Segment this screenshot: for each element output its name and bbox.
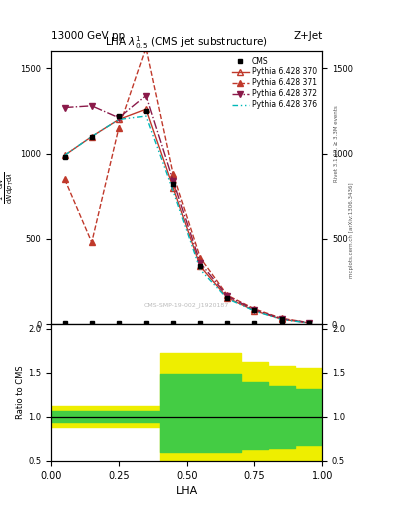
Pythia 6.428 370 (306, 320, 311, 326)
X-axis label: LHA: LHA (176, 486, 198, 496)
Line: Pythia 6.428 372: Pythia 6.428 372 (62, 93, 312, 326)
Pythia 6.428 371 (62, 176, 67, 182)
Pythia 6.428 372 (62, 104, 67, 111)
Pythia 6.428 370 (198, 263, 203, 269)
Pythia 6.428 372 (171, 178, 175, 184)
Pythia 6.428 376 (144, 113, 149, 119)
Pythia 6.428 372 (279, 316, 284, 322)
Y-axis label: Ratio to CMS: Ratio to CMS (17, 366, 26, 419)
Pythia 6.428 371 (90, 239, 94, 245)
Pythia 6.428 371 (171, 171, 175, 177)
CMS (144, 108, 149, 114)
Pythia 6.428 376 (279, 316, 284, 323)
Pythia 6.428 376 (306, 320, 311, 326)
Text: mcplots.cern.ch [arXiv:1306.3436]: mcplots.cern.ch [arXiv:1306.3436] (349, 183, 354, 278)
Text: 13000 GeV pp: 13000 GeV pp (51, 31, 125, 41)
Pythia 6.428 371 (306, 319, 311, 326)
Pythia 6.428 370 (90, 134, 94, 140)
Pythia 6.428 370 (144, 106, 149, 112)
Text: CMS-SMP-19-002_J1920187: CMS-SMP-19-002_J1920187 (144, 302, 229, 308)
Pythia 6.428 376 (171, 188, 175, 194)
Pythia 6.428 370 (225, 295, 230, 301)
Line: CMS: CMS (62, 109, 311, 325)
Pythia 6.428 371 (225, 292, 230, 298)
Pythia 6.428 372 (306, 319, 311, 326)
CMS (225, 295, 230, 301)
CMS (62, 154, 67, 160)
CMS (171, 181, 175, 187)
Pythia 6.428 370 (252, 308, 257, 314)
Pythia 6.428 376 (62, 152, 67, 158)
Legend: CMS, Pythia 6.428 370, Pythia 6.428 371, Pythia 6.428 372, Pythia 6.428 376: CMS, Pythia 6.428 370, Pythia 6.428 371,… (230, 55, 318, 111)
Pythia 6.428 376 (252, 308, 257, 314)
Pythia 6.428 370 (62, 152, 67, 158)
CMS (90, 134, 94, 140)
Pythia 6.428 371 (116, 125, 121, 131)
Title: LHA $\lambda^{1}_{0.5}$ (CMS jet substructure): LHA $\lambda^{1}_{0.5}$ (CMS jet substru… (105, 34, 268, 51)
Pythia 6.428 372 (198, 260, 203, 266)
Pythia 6.428 376 (225, 295, 230, 302)
CMS (279, 316, 284, 323)
Pythia 6.428 371 (198, 254, 203, 261)
Pythia 6.428 371 (144, 45, 149, 51)
CMS (252, 307, 257, 313)
Pythia 6.428 372 (144, 93, 149, 99)
Pythia 6.428 376 (116, 116, 121, 122)
Pythia 6.428 370 (116, 116, 121, 122)
Pythia 6.428 371 (279, 315, 284, 322)
CMS (306, 320, 311, 326)
Line: Pythia 6.428 370: Pythia 6.428 370 (62, 106, 312, 326)
CMS (198, 263, 203, 269)
Pythia 6.428 371 (252, 306, 257, 312)
Text: Z+Jet: Z+Jet (293, 31, 322, 41)
Pythia 6.428 372 (116, 115, 121, 121)
Pythia 6.428 372 (225, 293, 230, 299)
Pythia 6.428 372 (90, 103, 94, 109)
Y-axis label: $\frac{1}{\mathrm{d}N}\frac{\mathrm{d}N}{\mathrm{d}p_T\mathrm{d}\lambda}$: $\frac{1}{\mathrm{d}N}\frac{\mathrm{d}N}… (0, 172, 16, 204)
Text: Rivet 3.1.10, ≥ 3.3M events: Rivet 3.1.10, ≥ 3.3M events (334, 105, 338, 182)
Line: Pythia 6.428 371: Pythia 6.428 371 (62, 45, 312, 326)
Pythia 6.428 376 (198, 267, 203, 273)
Pythia 6.428 370 (171, 185, 175, 191)
Pythia 6.428 376 (90, 134, 94, 140)
Pythia 6.428 372 (252, 307, 257, 313)
CMS (116, 113, 121, 119)
Line: Pythia 6.428 376: Pythia 6.428 376 (64, 116, 309, 323)
Pythia 6.428 370 (279, 316, 284, 322)
